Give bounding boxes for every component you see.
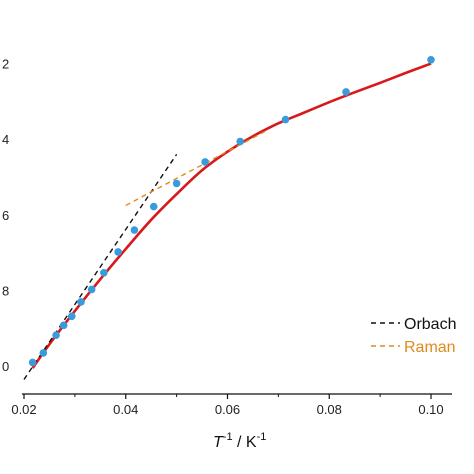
data-point: [427, 55, 435, 64]
data-point: [52, 331, 60, 339]
data-point: [342, 88, 350, 96]
data-point: [114, 248, 122, 256]
x-tick-label: 0.04: [113, 402, 138, 417]
data-point: [77, 298, 85, 306]
legend-orbach-label: Orbach: [404, 316, 456, 333]
y-ticks: 2 4 6 8 0: [2, 57, 9, 375]
data-point: [87, 285, 96, 294]
y-tick-label: 2: [2, 57, 9, 72]
x-tick-label: 0.10: [418, 402, 443, 417]
data-point: [281, 115, 290, 124]
data-point: [59, 321, 68, 330]
data-point: [149, 202, 158, 211]
y-tick-label: 0: [2, 359, 9, 374]
x-tick-label: 0.06: [215, 402, 240, 417]
data-point: [236, 137, 245, 146]
series-layer: [23, 62, 432, 380]
x-tick-label: 0.08: [317, 402, 342, 417]
data-point: [172, 179, 181, 188]
orbach-fit-line: [23, 153, 178, 380]
x-ticks: 0.02 0.04 0.06 0.08 0.10: [11, 394, 444, 417]
data-point: [28, 358, 37, 367]
y-tick-label: 6: [2, 208, 9, 223]
data-point: [100, 268, 108, 277]
data-point: [39, 349, 48, 357]
points-layer: [28, 55, 435, 367]
svg-text:T-1 / K-1: T-1 / K-1: [213, 431, 266, 451]
x-axis-title: T-1 / K-1: [213, 431, 266, 451]
legend: Orbach Raman: [371, 316, 456, 356]
data-point: [68, 312, 76, 321]
y-tick-label: 4: [2, 132, 9, 147]
raman-fit-line: [125, 129, 269, 207]
data-point: [201, 158, 209, 166]
x-tick-label: 0.02: [11, 402, 36, 417]
legend-raman-label: Raman: [404, 339, 456, 356]
y-tick-label: 8: [2, 284, 9, 299]
data-point: [130, 226, 139, 234]
